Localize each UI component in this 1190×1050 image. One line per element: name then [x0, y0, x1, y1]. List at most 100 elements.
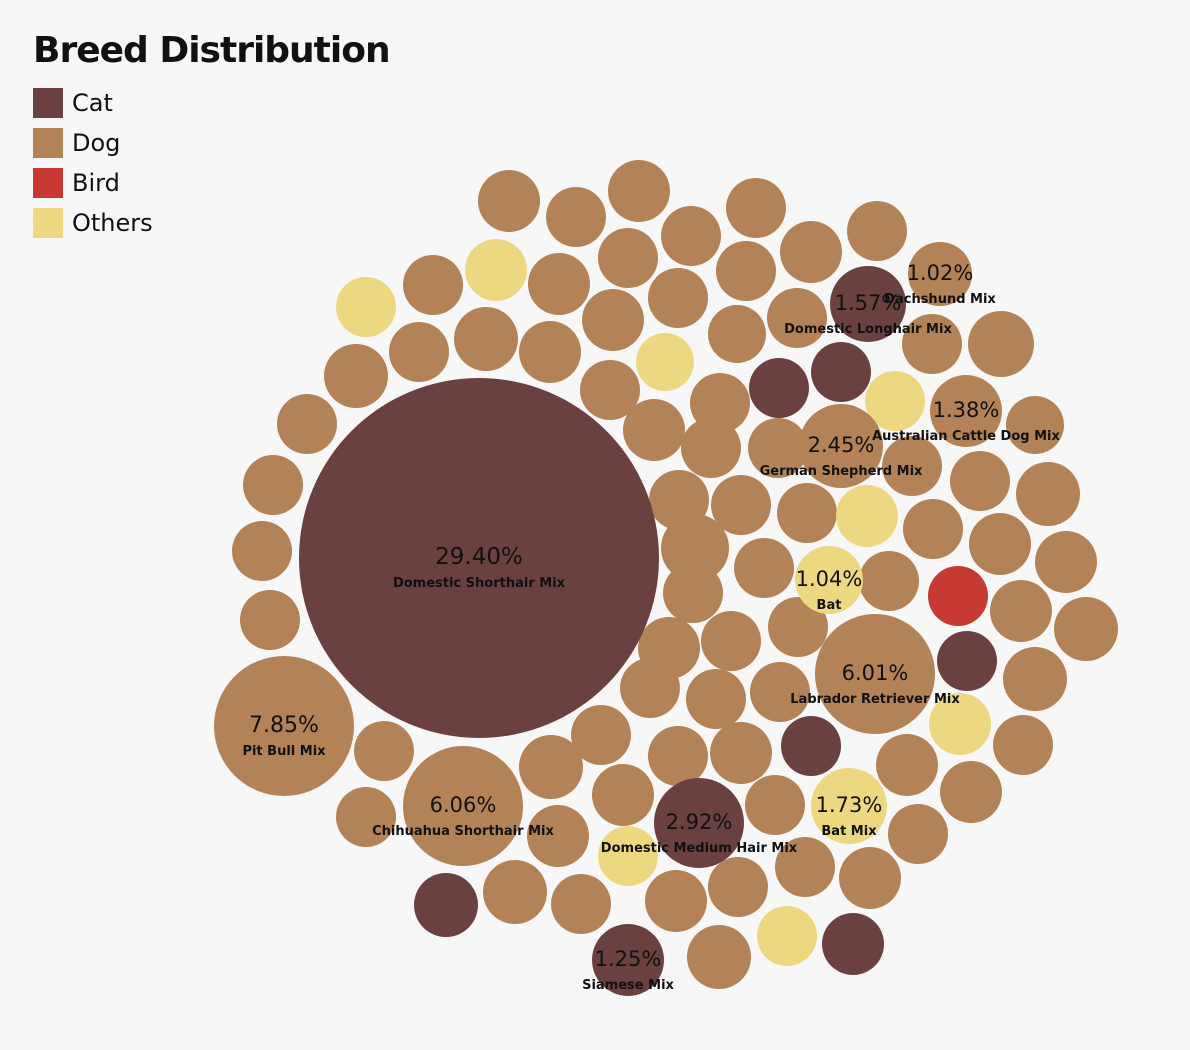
dog-breed-bubble: [839, 847, 901, 909]
dog-breed-bubble: [690, 373, 750, 433]
dog-breed-bubble: [661, 206, 721, 266]
dog-breed-bubble: [519, 735, 583, 799]
dog-breed-bubble: [708, 305, 766, 363]
bubble-domestic-medium-hair-mix: [654, 778, 744, 868]
dog-breed-bubble: [701, 611, 761, 671]
bubble-pit-bull-mix: [214, 656, 354, 796]
legend-label-bird: Bird: [72, 169, 120, 197]
dog-breed-bubble: [1035, 531, 1097, 593]
dog-breed-bubble: [950, 451, 1010, 511]
dog-breed-bubble: [768, 597, 828, 657]
dog-breed-bubble: [708, 857, 768, 917]
bubble-domestic-shorthair-mix: [299, 378, 659, 738]
dog-breed-bubble: [598, 228, 658, 288]
dog-breed-bubble: [903, 499, 963, 559]
dog-breed-bubble: [483, 860, 547, 924]
bubble-label-labrador-retriever-mix: Labrador Retriever Mix: [790, 692, 960, 707]
dog-breed-bubble: [528, 253, 590, 315]
dog-breed-bubble: [859, 551, 919, 611]
dog-breed-bubble: [716, 241, 776, 301]
cat-breed-bubble: [822, 913, 884, 975]
bubble-percent-labrador-retriever-mix: 6.01%: [842, 661, 909, 685]
bubble-percent-german-shepherd-mix: 2.45%: [808, 433, 875, 457]
bubble-label-pit-bull-mix: Pit Bull Mix: [242, 744, 326, 759]
dog-breed-bubble: [663, 563, 723, 623]
bubble-percent-dachshund-mix: 1.02%: [907, 261, 974, 285]
dog-breed-bubble: [687, 925, 751, 989]
dog-breed-bubble: [748, 418, 808, 478]
cat-breed-bubble: [811, 342, 871, 402]
dog-breed-bubble: [1003, 647, 1067, 711]
bubble-chihuahua-shorthair-mix: [403, 746, 523, 866]
bubble-bat: [795, 546, 863, 614]
bubble-labrador-retriever-mix: [815, 614, 935, 734]
bubble-percent-domestic-shorthair-mix: 29.40%: [435, 544, 523, 570]
legend-item-cat: Cat: [33, 88, 153, 118]
legend-swatch-dog: [33, 128, 63, 158]
dog-breed-bubble: [777, 483, 837, 543]
dog-breed-bubble: [847, 201, 907, 261]
others-breed-bubble: [836, 485, 898, 547]
dog-breed-bubble: [582, 289, 644, 351]
bubble-label-chihuahua-shorthair-mix: Chihuahua Shorthair Mix: [372, 824, 554, 839]
dog-breed-bubble: [1006, 396, 1064, 454]
dog-breed-bubble: [546, 187, 606, 247]
dog-breed-bubble: [277, 394, 337, 454]
legend-label-cat: Cat: [72, 89, 113, 117]
dog-breed-bubble: [780, 221, 842, 283]
others-breed-bubble: [865, 371, 925, 431]
dog-breed-bubble: [1054, 597, 1118, 661]
bubble-label-australian-cattle-dog-mix: Australian Cattle Dog Mix: [872, 429, 1060, 444]
legend-swatch-cat: [33, 88, 63, 118]
dog-breed-bubble: [767, 288, 827, 348]
dog-breed-bubble: [734, 538, 794, 598]
dog-breed-bubble: [993, 715, 1053, 775]
dog-breed-bubble: [551, 874, 611, 934]
chart-title: Breed Distribution: [33, 30, 391, 71]
dog-breed-bubble: [648, 268, 708, 328]
dog-breed-bubble: [324, 344, 388, 408]
legend-label-others: Others: [72, 209, 153, 237]
bubble-label-german-shepherd-mix: German Shepherd Mix: [760, 464, 923, 479]
dog-breed-bubble: [354, 721, 414, 781]
dog-breed-bubble: [519, 321, 581, 383]
dog-breed-bubble: [902, 314, 962, 374]
dog-breed-bubble: [648, 726, 708, 786]
dog-breed-bubble: [592, 764, 654, 826]
bubble-percent-domestic-longhair-mix: 1.57%: [835, 291, 902, 315]
dog-breed-bubble: [580, 360, 640, 420]
dog-breed-bubble: [243, 455, 303, 515]
dog-breed-bubble: [876, 734, 938, 796]
cat-breed-bubble: [781, 716, 841, 776]
dog-breed-bubble: [940, 761, 1002, 823]
bubble-percent-bat-mix: 1.73%: [816, 793, 883, 817]
cat-breed-bubble: [937, 631, 997, 691]
dog-breed-bubble: [389, 322, 449, 382]
dog-breed-bubble: [608, 160, 670, 222]
bubble-label-domestic-longhair-mix: Domestic Longhair Mix: [784, 322, 952, 337]
legend-label-dog: Dog: [72, 129, 121, 157]
bubble-siamese-mix: [592, 924, 664, 996]
others-breed-bubble: [929, 693, 991, 755]
legend-item-bird: Bird: [33, 168, 153, 198]
others-breed-bubble: [757, 906, 817, 966]
bubble-percent-bat: 1.04%: [796, 567, 863, 591]
bubble-percent-chihuahua-shorthair-mix: 6.06%: [430, 793, 497, 817]
dog-breed-bubble: [454, 307, 518, 371]
others-breed-bubble: [336, 277, 396, 337]
dog-breed-bubble: [888, 804, 948, 864]
dog-breed-bubble: [711, 475, 771, 535]
legend-item-dog: Dog: [33, 128, 153, 158]
dog-breed-bubble: [645, 870, 707, 932]
bubble-percent-australian-cattle-dog-mix: 1.38%: [933, 398, 1000, 422]
dog-breed-bubble: [882, 436, 942, 496]
bubble-domestic-longhair-mix: [830, 266, 906, 342]
legend: Cat Dog Bird Others: [33, 88, 153, 248]
dog-breed-bubble: [686, 669, 746, 729]
others-breed-bubble: [636, 333, 694, 391]
dog-breed-bubble: [527, 805, 589, 867]
dog-breed-bubble: [661, 514, 729, 582]
bubble-dachshund-mix: [908, 242, 972, 306]
